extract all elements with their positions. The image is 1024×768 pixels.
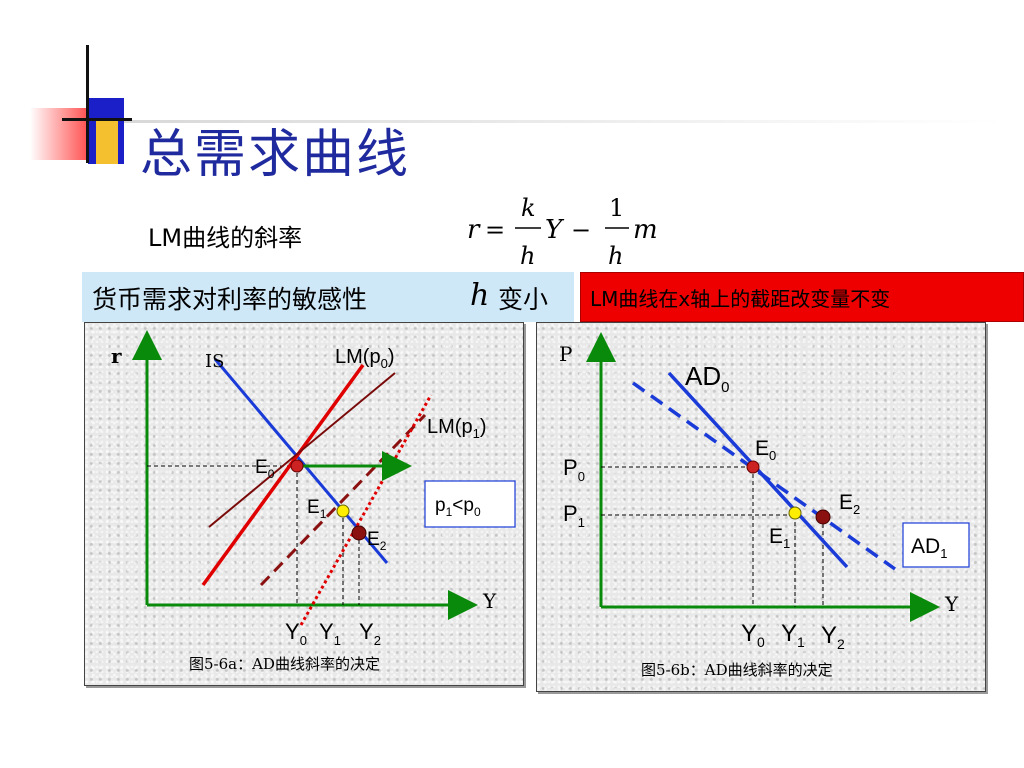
y1-label-a: Y1 xyxy=(319,619,341,648)
e2-label: E2 xyxy=(367,529,387,553)
e2-point xyxy=(351,525,367,541)
lm-slope-label: LM曲线的斜率 xyxy=(148,224,303,252)
e1-point-b xyxy=(788,506,802,520)
y-axis-a-label: Y xyxy=(482,589,497,613)
lm0-label: LM(p0) xyxy=(335,346,394,371)
red-note-box xyxy=(580,272,1024,322)
panel-a-graph: r Y IS LM(p0) LM(p1) E0 E1 E2 Y0 Y1 Y2 xyxy=(111,330,516,673)
condition-text: p1<p0 xyxy=(435,495,481,519)
caption-b: 图5-6b：AD曲线斜率的决定 xyxy=(641,661,833,679)
formula-one: 1 xyxy=(609,194,624,222)
sensitivity-change: 变小 xyxy=(498,285,549,314)
formula-h2: h xyxy=(608,242,623,270)
lm1-label: LM(p1) xyxy=(427,416,486,441)
diagram-panel-a: r Y IS LM(p0) LM(p1) E0 E1 E2 Y0 Y1 Y2 xyxy=(84,322,524,686)
formula-r: r xyxy=(467,215,481,245)
e2-label-b: E2 xyxy=(839,491,860,517)
red-note-text: LM曲线在x轴上的截距改变量不变 xyxy=(590,287,891,311)
sensitivity-text: 货币需求对利率的敏感性 xyxy=(92,285,368,314)
lm-p0-curve xyxy=(201,363,365,587)
e1-label: E1 xyxy=(307,497,327,521)
formula-minus: − xyxy=(571,216,591,244)
page-title: 总需求曲线 xyxy=(140,125,411,185)
formula-k: k xyxy=(521,194,536,222)
e1-point xyxy=(336,504,350,518)
lm-thin-curve xyxy=(208,372,396,528)
ornament-yellow-square xyxy=(96,118,118,164)
e0-point xyxy=(290,459,304,473)
y0-label-a: Y0 xyxy=(285,619,307,648)
ornament-vline xyxy=(86,45,89,163)
ornament-rule xyxy=(124,120,1004,123)
formula-eq: = xyxy=(485,216,505,244)
formula-h1: h xyxy=(520,242,535,270)
ornament-hline xyxy=(62,118,132,121)
y2-label-a: Y2 xyxy=(359,619,381,648)
ornament-red-square xyxy=(30,108,88,160)
y-axis-b-label: Y xyxy=(944,592,959,616)
lm-p1-dashed-curve xyxy=(259,413,427,587)
e0-label-b: E0 xyxy=(755,437,776,463)
e1-label-b: E1 xyxy=(769,525,790,551)
ad0-label: AD0 xyxy=(685,361,729,396)
diagram-panel-b: P Y AD0 E0 E1 E2 P0 P1 Y0 Y1 Y2 AD1 图5-6… xyxy=(536,322,986,692)
formula-Y: Y xyxy=(545,215,565,245)
sensitivity-h: h xyxy=(470,278,490,313)
caption-a: 图5-6a：AD曲线斜率的决定 xyxy=(189,655,380,673)
y2-label-b: Y2 xyxy=(821,622,845,652)
p-axis-label: P xyxy=(559,342,572,366)
p0-label: P0 xyxy=(563,455,585,484)
lm-p1-dotted-curve xyxy=(299,394,433,626)
y1-label-b: Y1 xyxy=(781,620,805,650)
panel-b-graph: P Y AD0 E0 E1 E2 P0 P1 Y0 Y1 Y2 AD1 图5-6… xyxy=(559,332,970,679)
formula-m: m xyxy=(633,215,658,245)
ad1-box xyxy=(902,522,970,568)
slide-ornament xyxy=(30,45,1004,164)
ad1-label: AD1 xyxy=(911,535,947,561)
sensitivity-box xyxy=(82,272,574,322)
is-label: IS xyxy=(205,351,224,372)
ad1-curve xyxy=(631,381,897,571)
r-axis-label: r xyxy=(111,344,122,368)
condition-box xyxy=(424,480,516,528)
e0-label: E0 xyxy=(255,457,275,481)
slope-formula: r = k h Y − 1 h m xyxy=(467,194,658,270)
e2-point-b xyxy=(815,509,831,525)
e0-point-b xyxy=(746,460,760,474)
y0-label-b: Y0 xyxy=(741,620,765,650)
p1-label: P1 xyxy=(563,501,585,530)
